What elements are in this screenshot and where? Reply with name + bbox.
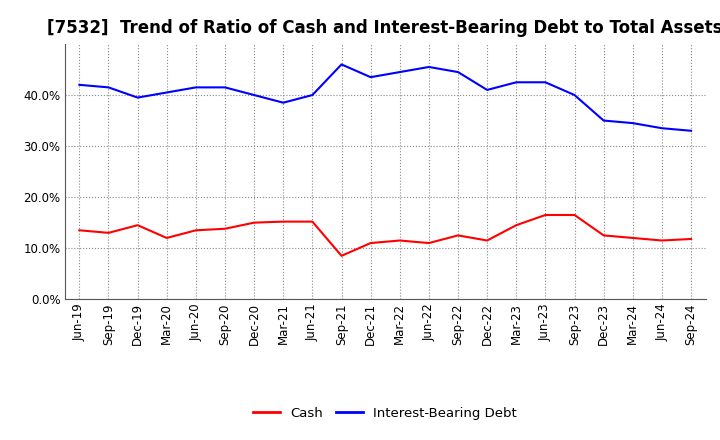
Cash (570, 213, 579, 218)
Interest-Bearing Debt (657, 125, 666, 131)
Interest-Bearing Debt (308, 92, 317, 98)
Interest-Bearing Debt (687, 128, 696, 133)
Cash (512, 223, 521, 228)
Cash (104, 230, 113, 235)
Cash (133, 223, 142, 228)
Cash (366, 240, 375, 246)
Interest-Bearing Debt (395, 70, 404, 75)
Line: Interest-Bearing Debt: Interest-Bearing Debt (79, 64, 691, 131)
Line: Cash: Cash (79, 215, 691, 256)
Interest-Bearing Debt (75, 82, 84, 88)
Cash (75, 227, 84, 233)
Cash (308, 219, 317, 224)
Cash (250, 220, 258, 225)
Cash (687, 236, 696, 242)
Cash (599, 233, 608, 238)
Cash (279, 219, 287, 224)
Interest-Bearing Debt (483, 87, 492, 92)
Interest-Bearing Debt (541, 80, 550, 85)
Interest-Bearing Debt (192, 85, 200, 90)
Cash (454, 233, 462, 238)
Cash (337, 253, 346, 258)
Cash (425, 240, 433, 246)
Cash (483, 238, 492, 243)
Cash (220, 226, 229, 231)
Interest-Bearing Debt (599, 118, 608, 123)
Cash (395, 238, 404, 243)
Interest-Bearing Debt (512, 80, 521, 85)
Interest-Bearing Debt (279, 100, 287, 105)
Cash (541, 213, 550, 218)
Cash (657, 238, 666, 243)
Interest-Bearing Debt (454, 70, 462, 75)
Cash (629, 235, 637, 241)
Cash (163, 235, 171, 241)
Interest-Bearing Debt (629, 121, 637, 126)
Interest-Bearing Debt (570, 92, 579, 98)
Interest-Bearing Debt (337, 62, 346, 67)
Interest-Bearing Debt (425, 64, 433, 70)
Cash (192, 227, 200, 233)
Legend: Cash, Interest-Bearing Debt: Cash, Interest-Bearing Debt (248, 402, 522, 425)
Title: [7532]  Trend of Ratio of Cash and Interest-Bearing Debt to Total Assets: [7532] Trend of Ratio of Cash and Intere… (48, 19, 720, 37)
Interest-Bearing Debt (250, 92, 258, 98)
Interest-Bearing Debt (220, 85, 229, 90)
Interest-Bearing Debt (163, 90, 171, 95)
Interest-Bearing Debt (366, 74, 375, 80)
Interest-Bearing Debt (104, 85, 113, 90)
Interest-Bearing Debt (133, 95, 142, 100)
